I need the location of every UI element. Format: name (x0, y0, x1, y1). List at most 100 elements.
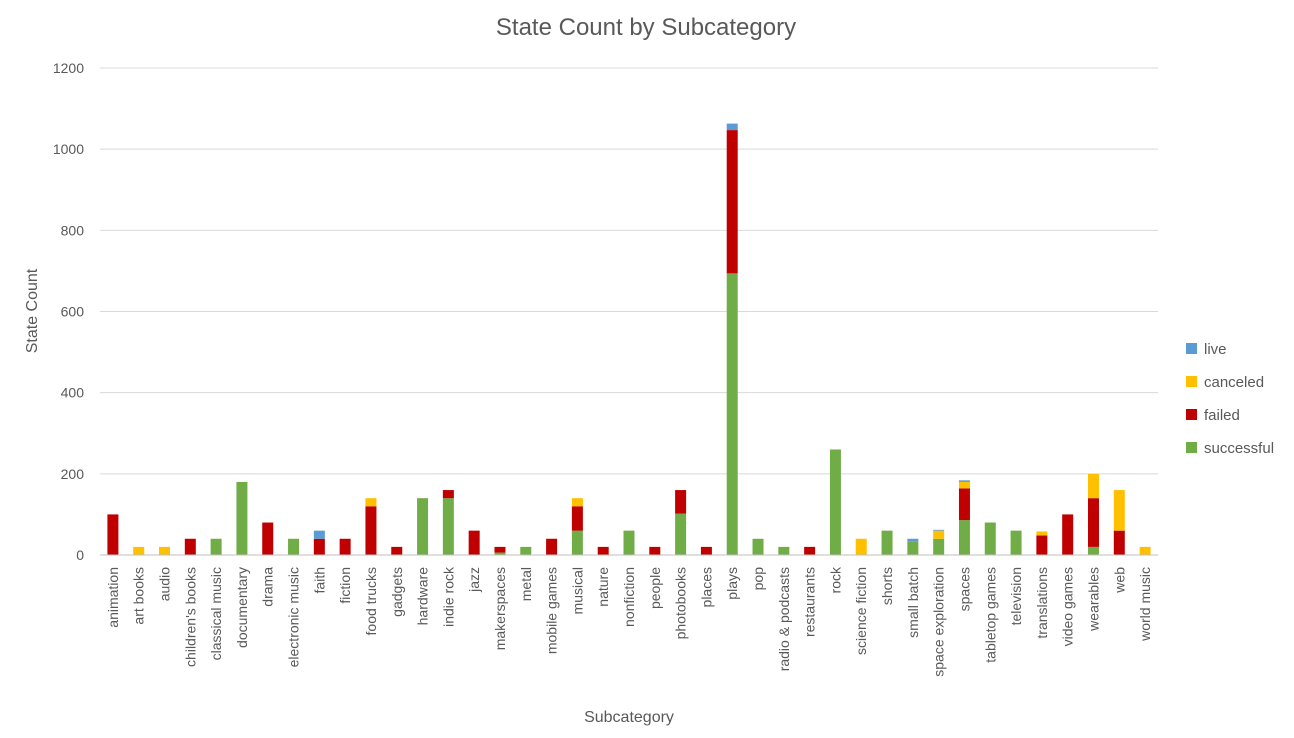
bar-canceled (958, 481, 970, 489)
x-tick-label: audio (157, 567, 173, 601)
legend: live canceled failed successful (1186, 341, 1274, 457)
bar-successful (623, 530, 635, 555)
bar-failed (107, 514, 119, 555)
bar-canceled (1087, 473, 1099, 499)
chart-title: State Count by Subcategory (496, 14, 796, 41)
bar-failed (649, 546, 661, 555)
bar-successful (752, 538, 764, 555)
bar-failed (571, 506, 583, 531)
x-tick-label: makerspaces (492, 567, 508, 650)
bar-live (933, 529, 945, 531)
x-tick-label: nature (595, 567, 611, 607)
bar-successful (571, 530, 583, 555)
x-tick-label: jazz (466, 567, 482, 593)
x-tick-label: art books (131, 567, 147, 625)
x-tick-label: tabletop games (982, 567, 998, 663)
x-tick-labels: animation art books audio children's books c… (105, 566, 1153, 677)
x-tick-label: gadgets (389, 567, 405, 617)
x-tick-label: science fiction (853, 567, 869, 655)
bar-failed (546, 538, 558, 555)
x-tick-label: pop (750, 567, 766, 591)
bar-successful (494, 552, 506, 555)
x-tick-label: classical music (208, 567, 224, 660)
bar-failed (339, 538, 351, 555)
bar-canceled (1036, 531, 1048, 536)
bar-failed (468, 530, 480, 555)
x-tick-label: shorts (879, 567, 895, 605)
x-tick-label: translations (1034, 567, 1050, 639)
bar-failed (1062, 514, 1074, 555)
legend-label-failed: failed (1204, 407, 1240, 424)
bar-failed (1087, 498, 1099, 547)
bar-canceled (1139, 546, 1151, 555)
bar-successful (417, 498, 429, 555)
gridlines (100, 67, 1158, 475)
bar-failed (597, 546, 609, 555)
bar-canceled (855, 538, 867, 555)
y-tick-labels: 0 200 400 600 800 1000 1200 (53, 60, 84, 563)
bar-successful (984, 522, 996, 555)
x-tick-label: television (1008, 567, 1024, 625)
bar-failed (442, 490, 454, 499)
bar-canceled (133, 546, 145, 555)
bar-successful (1087, 546, 1099, 555)
x-tick-label: indie rock (440, 566, 456, 627)
bar-failed (494, 546, 506, 553)
bar-successful (933, 538, 945, 555)
x-tick-label: hardware (415, 567, 431, 626)
x-tick-label: plays (724, 567, 740, 600)
legend-label-canceled: canceled (1204, 374, 1264, 391)
bar-failed (262, 522, 274, 555)
bar-failed (365, 506, 377, 555)
bar-successful (210, 538, 222, 555)
y-tick-label: 800 (61, 222, 85, 238)
legend-swatch-live (1186, 343, 1197, 354)
bar-live (907, 538, 919, 542)
x-tick-label: space exploration (931, 567, 947, 677)
y-axis-title: State Count (24, 268, 41, 353)
x-tick-label: nonfiction (621, 567, 637, 627)
legend-swatch-failed (1186, 409, 1197, 420)
x-tick-label: metal (518, 567, 534, 601)
bar-failed (726, 130, 738, 274)
x-tick-label: rock (827, 566, 843, 593)
x-tick-label: fiction (337, 567, 353, 604)
y-tick-label: 1200 (53, 60, 84, 76)
x-tick-label: people (647, 567, 663, 609)
bar-canceled (571, 498, 583, 507)
bar-failed (184, 538, 196, 555)
y-tick-label: 0 (76, 547, 84, 563)
bar-canceled (159, 546, 171, 555)
bar-live (726, 123, 738, 131)
bar-canceled (365, 498, 377, 507)
x-tick-label: food trucks (363, 567, 379, 635)
x-tick-label: musical (569, 567, 585, 614)
x-tick-label: photobooks (673, 567, 689, 639)
legend-label-successful: successful (1204, 440, 1274, 457)
x-tick-label: faith (311, 567, 327, 593)
x-tick-label: restaurants (802, 567, 818, 637)
bar-successful (288, 538, 300, 555)
bar-successful (907, 541, 919, 555)
bar-canceled (1113, 490, 1125, 531)
x-tick-label: mobile games (544, 567, 560, 654)
bar-live (958, 480, 970, 482)
x-tick-label: drama (260, 567, 276, 607)
x-tick-label: animation (105, 567, 121, 628)
legend-swatch-canceled (1186, 376, 1197, 387)
bar-successful (726, 273, 738, 555)
bar-successful (881, 530, 893, 555)
bar-failed (1113, 530, 1125, 555)
x-tick-label: world music (1137, 567, 1153, 642)
x-tick-label: documentary (234, 567, 250, 648)
x-tick-label: radio & podcasts (776, 567, 792, 671)
y-tick-label: 600 (61, 304, 85, 320)
y-tick-label: 200 (61, 466, 85, 482)
y-tick-label: 400 (61, 385, 85, 401)
bar-live (313, 530, 325, 539)
legend-label-live: live (1204, 341, 1227, 358)
bar-successful (958, 520, 970, 555)
legend-swatch-successful (1186, 442, 1197, 453)
bar-failed (313, 538, 325, 555)
bar-successful (442, 498, 454, 555)
